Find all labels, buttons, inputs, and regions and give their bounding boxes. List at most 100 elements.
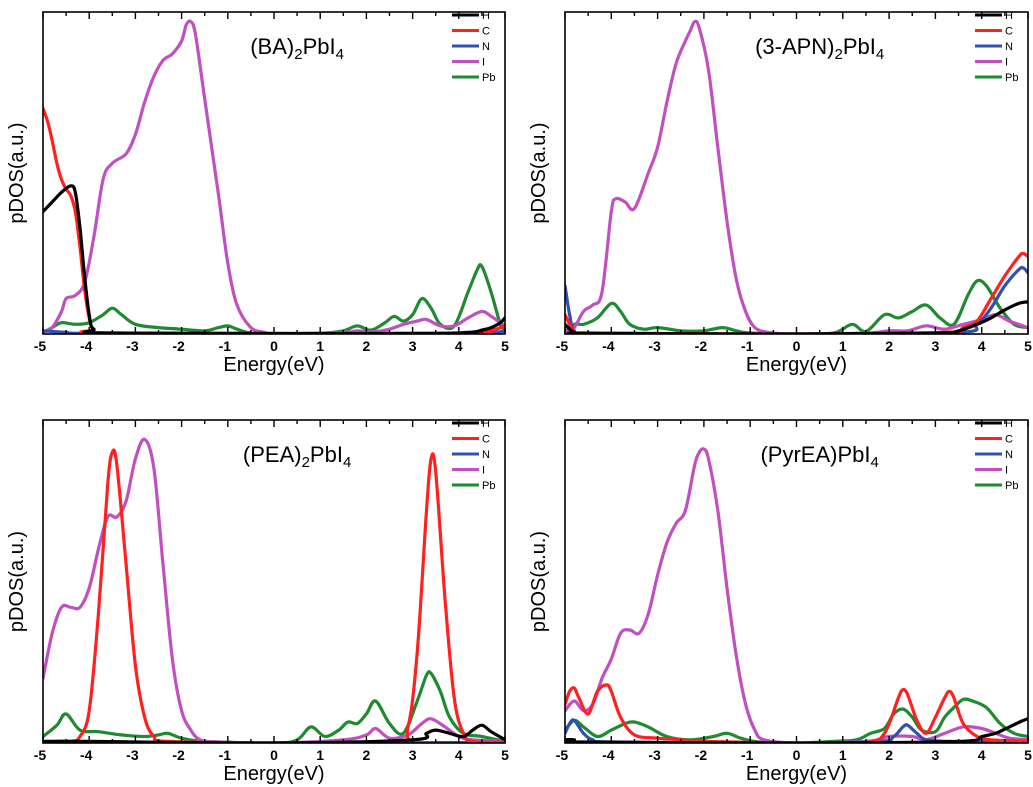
chart-panel-2: -5 -4 -3 -2 -1 0 1 2 3 4 5 Energy(eV) pDOS(a.u.) (3-A… [528,10,1032,376]
legend-label-i: I [482,57,485,69]
x-tick-label: -1 [741,338,754,354]
legend-label-pb: Pb [1005,72,1018,84]
x-tick-label: -3 [648,747,661,763]
x-tick-label: 5 [1024,747,1032,763]
x-tick-label: -3 [648,338,661,354]
series-line-c [565,251,1028,334]
x-tick-label: -5 [556,338,569,354]
series-line-pb [565,278,1028,334]
x-axis-label: Energy(eV) [223,354,324,376]
x-tick-label: 1 [316,747,324,763]
legend-label-n: N [1005,449,1013,461]
legend-label-c: C [482,434,490,446]
x-axis-label: Energy(eV) [746,354,847,376]
legend-label-c: C [1005,434,1013,446]
x-tick-label: -4 [602,747,615,763]
x-tick-label: 2 [885,747,893,763]
x-tick-label: 4 [978,338,986,354]
legend-label-h: H [482,10,490,22]
series-line-c [43,107,505,334]
x-tick-label: 3 [932,338,940,354]
legend-label-i: I [1005,57,1008,69]
legend-label-n: N [482,449,490,461]
legend-label-pb: Pb [1005,480,1018,492]
series-line-i [43,437,505,743]
x-tick-label: -4 [602,338,615,354]
x-tick-label: 1 [839,747,847,763]
x-tick-label: -2 [172,747,185,763]
x-tick-label: 4 [978,747,986,763]
series-line-h [43,184,505,334]
x-tick-label: -1 [219,747,232,763]
x-tick-label: -4 [80,338,93,354]
x-tick-label: 3 [409,747,417,763]
chart-panel-1: -5 -4 -3 -2 -1 0 1 2 3 4 5 Energy(eV) pDOS(a.u.) (BA)… [6,10,509,376]
legend-label-c: C [1005,26,1013,38]
y-axis-label: pDOS(a.u.) [528,531,550,632]
legend-label-h: H [482,418,490,430]
legend-label-i: I [482,465,485,477]
x-tick-label: -2 [172,338,185,354]
chart-title: (PEA)2PbI4 [243,442,351,471]
series-group [565,19,1028,334]
x-tick-label: 4 [455,338,463,354]
x-tick-label: 3 [409,338,417,354]
x-tick-label: -5 [34,338,47,354]
x-tick-label: 0 [793,338,801,354]
x-tick-label: 3 [932,747,940,763]
x-tick-label: -1 [219,338,232,354]
series-line-c [43,448,505,743]
chart-panel-4: -5 -4 -3 -2 -1 0 1 2 3 4 5 Energy(eV) pDOS(a.u.) (Pyr… [528,418,1032,785]
legend-label-c: C [482,26,490,38]
y-axis-label: pDOS(a.u.) [6,531,28,632]
plot-frame [564,419,1029,744]
legend-label-n: N [482,41,490,53]
x-axis-label: Energy(eV) [746,763,847,785]
x-tick-label: 2 [885,338,893,354]
x-tick-label: 2 [363,747,371,763]
legend-label-h: H [1005,418,1013,430]
series-group [565,447,1028,743]
chart-title: (PyrEA)PbI4 [760,442,878,471]
x-tick-label: 5 [501,747,509,763]
legend-label-pb: Pb [482,480,495,492]
legend-label-pb: Pb [482,72,495,84]
series-line-i [565,19,1028,334]
chart-panel-3: -5 -4 -3 -2 -1 0 1 2 3 4 5 Energy(eV) pDOS(a.u.) (PEA… [6,418,509,785]
x-tick-label: 2 [363,338,371,354]
chart-title: (BA)2PbI4 [250,34,344,63]
y-axis-label: pDOS(a.u.) [6,122,28,223]
x-tick-label: -5 [34,747,47,763]
x-tick-label: -2 [695,338,708,354]
series-line-i [43,19,505,334]
x-tick-label: -2 [695,747,708,763]
x-tick-label: 0 [270,338,278,354]
plot-frame [42,11,506,335]
chart-title: (3-APN)2PbI4 [755,34,884,63]
legend-label-n: N [1005,41,1013,53]
series-group [43,437,505,743]
series-group [43,19,505,334]
x-axis-label: Energy(eV) [223,763,324,785]
x-tick-label: 0 [793,747,801,763]
x-tick-label: -3 [126,747,139,763]
x-tick-label: 5 [501,338,509,354]
series-line-pb [565,697,1028,743]
x-tick-label: -4 [80,747,93,763]
legend-label-i: I [1005,465,1008,477]
series-line-i [565,447,1028,743]
plot-frame [564,11,1029,335]
x-tick-label: -1 [741,747,754,763]
x-tick-label: 5 [1024,338,1032,354]
x-tick-label: 1 [316,338,324,354]
x-tick-label: -3 [126,338,139,354]
x-tick-label: 4 [455,747,463,763]
legend-label-h: H [1005,10,1013,22]
series-line-c [565,683,1028,743]
x-tick-label: -5 [556,747,569,763]
